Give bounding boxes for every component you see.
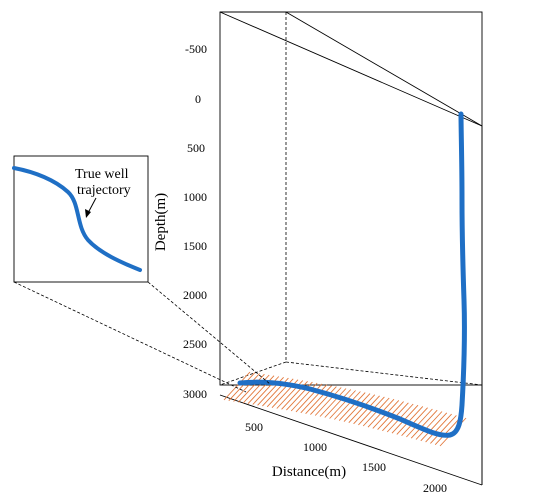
hatch-mark — [314, 387, 342, 416]
hatch-mark — [425, 413, 452, 443]
hatch-mark — [238, 373, 265, 403]
hatch-mark — [415, 411, 443, 440]
hatch-mark — [228, 372, 256, 402]
well-trajectory — [237, 111, 467, 438]
box-front-edges — [219, 11, 483, 486]
hatch-mark — [324, 389, 352, 418]
hatch-mark — [223, 371, 251, 401]
box-hidden-edges — [219, 12, 483, 386]
depth-tick-label: 1000 — [183, 190, 207, 204]
depth-tick-label: 2000 — [183, 288, 207, 302]
distance-axis: 500 1000 1500 2000 Distance(m) — [245, 420, 447, 495]
depth-tick-label: 0 — [195, 92, 201, 106]
distance-tick-label: 1000 — [303, 440, 327, 454]
box-top-diagonal — [285, 11, 483, 127]
hatch-mark — [358, 396, 385, 426]
hatch-mark — [305, 385, 332, 415]
hatch-mark — [343, 393, 371, 422]
box-top-diagonal-back — [219, 11, 483, 127]
hatch-mark — [434, 416, 462, 446]
callout-arrowhead-icon — [85, 209, 91, 218]
depth-tick-label: -500 — [185, 42, 207, 56]
zoom-line-lower — [147, 281, 271, 385]
hatch-mark — [353, 395, 380, 425]
box-front-bottom-edge — [219, 394, 483, 486]
hatch-mark — [348, 394, 376, 424]
depth-axis-title: Depth(m) — [153, 193, 169, 251]
callout-line-2: trajectory — [77, 183, 131, 198]
hatch-mark — [310, 386, 337, 415]
depth-axis: -500 0 500 1000 1500 2000 2500 3000 Dept… — [153, 42, 207, 401]
box-back-frame — [219, 11, 483, 386]
callout-line-1: True well — [75, 167, 129, 182]
hatch-mark — [329, 390, 356, 419]
zoom-line-upper — [13, 281, 247, 393]
callout-arrow-shaft — [87, 197, 97, 214]
hatch-mark — [420, 412, 448, 442]
hatch-mark — [430, 415, 457, 444]
depth-tick-label: 1500 — [183, 239, 207, 253]
distance-tick-label: 2000 — [423, 481, 447, 495]
hatch-mark — [396, 406, 424, 435]
hatch-mark — [233, 373, 260, 402]
hatch-mark — [406, 408, 433, 438]
hatch-mark — [300, 384, 328, 414]
box-back-face — [219, 11, 483, 386]
hatch-mark — [242, 374, 270, 404]
hatch-mark — [319, 388, 347, 417]
depth-tick-label: 500 — [187, 141, 205, 155]
zoom-inset: True well trajectory — [12, 155, 149, 283]
zoom-projection-lines — [13, 281, 271, 393]
distance-tick-label: 500 — [245, 420, 263, 434]
depth-tick-label: 3000 — [183, 387, 207, 401]
hatch-mark — [338, 392, 366, 421]
depth-tick-label: 2500 — [183, 337, 207, 351]
hatch-mark — [334, 391, 361, 420]
hatch-mark — [401, 407, 428, 437]
box-hidden-bottom-edge-left — [219, 361, 287, 386]
hatch-mark — [410, 409, 438, 439]
distance-tick-label: 1500 — [362, 460, 386, 474]
inset-trajectory — [12, 166, 142, 272]
box-hidden-bottom-edge-back — [285, 361, 483, 386]
distance-axis-title: Distance(m) — [272, 464, 346, 480]
